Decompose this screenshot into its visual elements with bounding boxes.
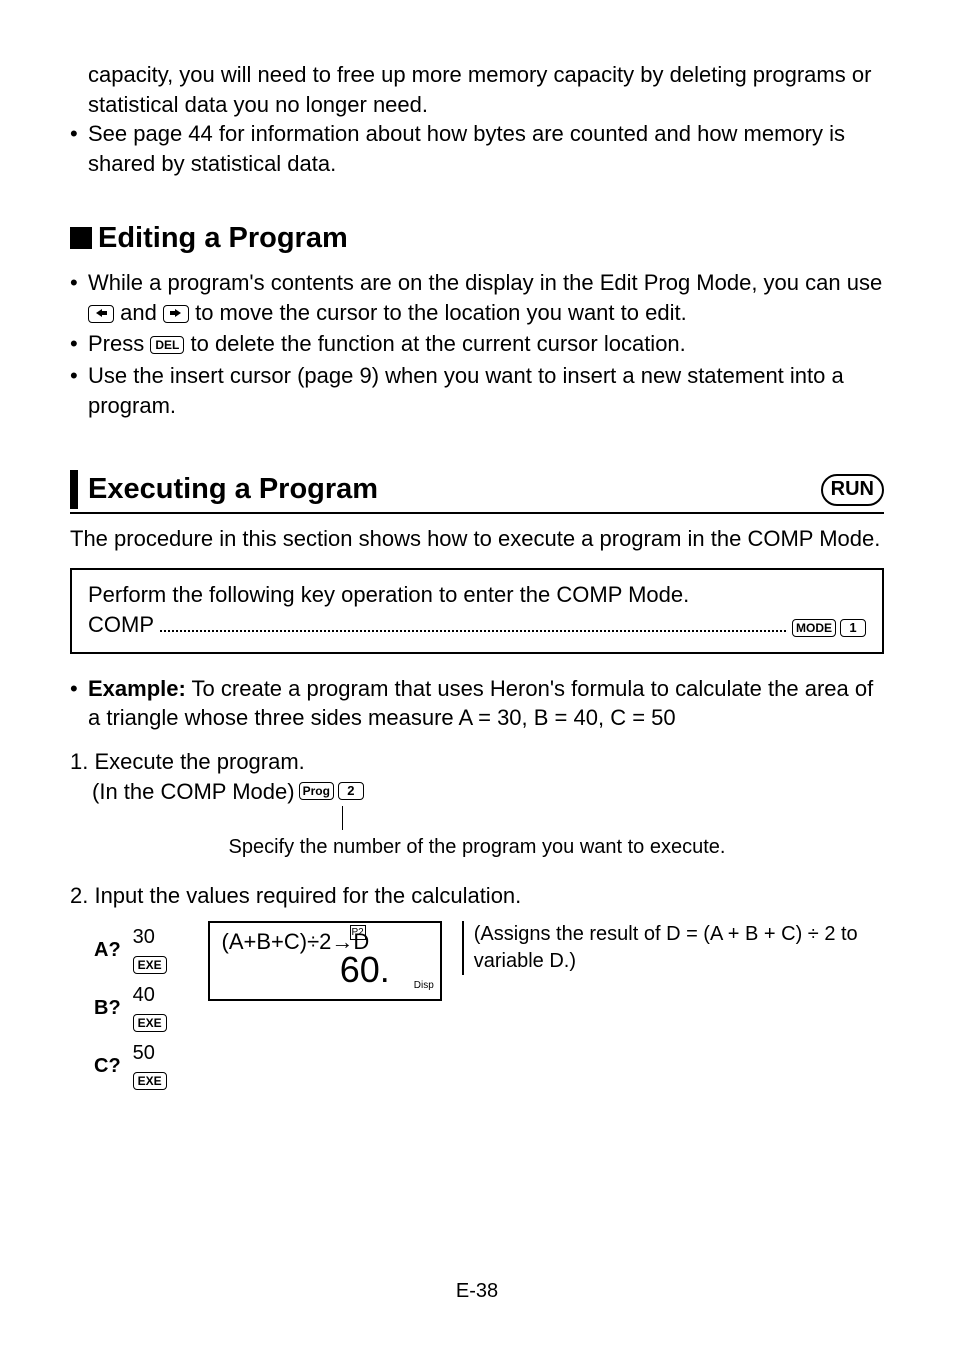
prompt-c: C? (94, 1039, 131, 1095)
prog-key-icon: Prog (299, 782, 334, 800)
prompt-a: A? (94, 923, 131, 979)
example-bullet: Example: To create a program that uses H… (70, 674, 884, 733)
io-explanation: (Assigns the result of D = (A + B + C) ÷… (462, 921, 884, 975)
val-a: 30 (133, 926, 155, 948)
io-inputs: A? 30 EXE B? 40 EXE C? 50 EXE (70, 921, 188, 1097)
intro-bullet-2: See page 44 for information about how by… (70, 119, 884, 178)
page-number: E-38 (0, 1278, 954, 1305)
intro-para-1: capacity, you will need to free up more … (70, 60, 884, 119)
exe-key-icon: EXE (133, 1072, 167, 1090)
square-icon (70, 227, 92, 249)
step-2: 2. Input the values required for the cal… (70, 881, 884, 911)
two-key-icon: 2 (338, 782, 364, 800)
del-key-icon: DEL (150, 336, 184, 354)
mode-key-icon: MODE (792, 619, 836, 637)
exe-key-icon: EXE (133, 1014, 167, 1032)
right-arrow-key-icon (163, 305, 189, 323)
executing-header-row: Executing a Program RUN (70, 470, 884, 514)
comp-box-line2: COMP MODE 1 (88, 610, 866, 640)
callout-connector (342, 806, 343, 830)
comp-box-line1: Perform the following key operation to e… (88, 580, 866, 610)
editing-bullet-1: While a program's contents are on the di… (70, 268, 884, 327)
callout-text: Specify the number of the program you wa… (70, 834, 884, 861)
run-badge: RUN (821, 474, 884, 506)
io-row: A? 30 EXE B? 40 EXE C? 50 EXE P2 (A+B+C)… (70, 921, 884, 1097)
lcd-disp-indicator: Disp (414, 979, 434, 993)
executing-title: Executing a Program (70, 470, 378, 509)
editing-heading: Editing a Program (70, 219, 884, 258)
lcd-result: 60. (340, 946, 390, 995)
step-1: 1. Execute the program. (70, 747, 884, 777)
comp-mode-box: Perform the following key operation to e… (70, 568, 884, 653)
exe-key-icon: EXE (133, 956, 167, 974)
lcd-display: P2 (A+B+C)÷2→D 60. Disp (208, 921, 442, 1001)
editing-bullet-2: Press DEL to delete the function at the … (70, 329, 884, 359)
prompt-b: B? (94, 981, 131, 1037)
example-text: To create a program that uses Heron's fo… (88, 676, 873, 731)
editing-title: Editing a Program (98, 219, 348, 258)
dotted-leader (160, 630, 786, 632)
example-label: Example: (88, 676, 186, 701)
left-arrow-key-icon (88, 305, 114, 323)
one-key-icon: 1 (840, 619, 866, 637)
step-1-sub: (In the COMP Mode) Prog 2 (70, 777, 884, 807)
val-c: 50 (133, 1042, 155, 1064)
comp-label: COMP (88, 610, 154, 640)
editing-bullet-3: Use the insert cursor (page 9) when you … (70, 361, 884, 420)
val-b: 40 (133, 984, 155, 1006)
executing-intro: The procedure in this section shows how … (70, 524, 884, 554)
